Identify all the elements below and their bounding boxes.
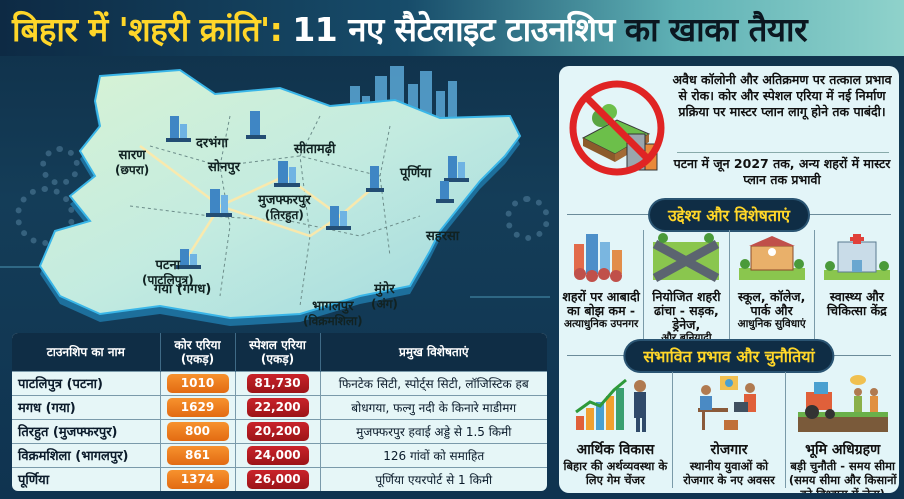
objective-item: स्कूल, कॉलेज, पार्क और आधुनिक सुविधाएं bbox=[730, 230, 815, 340]
map-label-purnia: पूर्णिया bbox=[400, 166, 432, 181]
road-intersection-icon bbox=[653, 233, 720, 282]
impact-item: आर्थिक विकास बिहार की अर्थव्यवस्था के लि… bbox=[559, 372, 673, 488]
objective-item: शहरों पर आबादी का बोझ कम - अत्याधुनिक उप… bbox=[559, 230, 645, 340]
special-area-value: 24,000 bbox=[246, 445, 309, 465]
township-table: टाउनशिप का नाम कोर एरिया (एकड़) स्पेशल एर… bbox=[12, 333, 547, 491]
township-feature: बोधगया, फल्गु नदी के किनारे माडीमग bbox=[320, 394, 547, 419]
ban-text: अवैध कॉलोनी और अतिक्रमण पर तत्काल प्रभाव… bbox=[672, 72, 892, 119]
headline-black: का खाका तैयार bbox=[624, 9, 808, 49]
township-name: तिरहुत (मुजफ्फरपुर) bbox=[12, 418, 161, 443]
gear-icon bbox=[505, 196, 550, 241]
tractor-farmers-icon bbox=[797, 375, 888, 432]
headline-white: 11 नए सैटेलाइट टाउनशिप bbox=[292, 9, 615, 49]
header-key-features: प्रमुख विशेषताएं bbox=[320, 333, 547, 371]
township-feature: फिनटेक सिटी, स्पोर्ट्स सिटी, लॉजिस्टिक ह… bbox=[320, 370, 547, 395]
header-special-area: स्पेशल एरिया (एकड़) bbox=[235, 333, 321, 371]
info-panel: अवैध कॉलोनी और अतिक्रमण पर तत्काल प्रभाव… bbox=[559, 66, 899, 493]
special-area-value: 81,730 bbox=[246, 373, 309, 393]
gear-icon bbox=[15, 186, 75, 246]
township-feature: पूर्णिया एयरपोर्ट से 1 किमी bbox=[320, 466, 547, 491]
table-row: पाटलिपुत्र (पटना) 1010 81,730 फिनटेक सिट… bbox=[12, 370, 547, 395]
township-feature: मुजफ्फरपुर हवाई अड्डे से 1.5 किमी bbox=[320, 418, 547, 443]
core-area-value: 1010 bbox=[166, 373, 229, 393]
special-area-value: 26,000 bbox=[246, 469, 309, 489]
headline: बिहार में 'शहरी क्रांति': 11 नए सैटेलाइट… bbox=[0, 0, 904, 56]
core-area-value: 800 bbox=[166, 421, 229, 441]
objectives-list: शहरों पर आबादी का बोझ कम - अत्याधुनिक उप… bbox=[559, 230, 899, 357]
map-label-saran: सारण (छपरा) bbox=[115, 148, 150, 177]
city-crowd-icon bbox=[574, 234, 623, 282]
map-label-munger: मुंगेर (अंग) bbox=[371, 282, 398, 311]
map-label-muzaffarpur: मुजफ्फरपुर (तिरहुत) bbox=[258, 193, 311, 222]
township-name: मगध (गया) bbox=[12, 394, 161, 419]
township-name: विक्रमशिला (भागलपुर) bbox=[12, 442, 161, 467]
table-row: मगध (गया) 1629 22,200 बोधगया, फल्गु नदी … bbox=[12, 394, 547, 419]
impacts-list: आर्थिक विकास बिहार की अर्थव्यवस्था के लि… bbox=[559, 372, 899, 493]
growth-chart-icon bbox=[575, 378, 647, 432]
school-icon bbox=[738, 236, 805, 280]
township-name: पूर्णिया bbox=[12, 466, 161, 491]
map-label-gaya: गया (गगध) bbox=[154, 282, 212, 297]
ban-effective-text: पटना में जून 2027 तक, अन्य शहरों में मास… bbox=[673, 156, 891, 187]
map-label-darbhanga: दरभंगा bbox=[196, 136, 229, 151]
ban-notice: अवैध कॉलोनी और अतिक्रमण पर तत्काल प्रभाव… bbox=[559, 66, 899, 198]
impact-item: भूमि अधिग्रहण बड़ी चुनौती - समय सीमा (सम… bbox=[786, 372, 899, 493]
special-area-value: 20,200 bbox=[246, 421, 309, 441]
objective-item: नियोजित शहरी ढांचा - सड़क, ड्रेनेज, और ब… bbox=[644, 230, 730, 357]
core-area-value: 1629 bbox=[166, 397, 229, 417]
map-label-bhagalpur: भागलपुर (विक्रमशिला) bbox=[303, 299, 363, 328]
map-label-sitamarhi: सीतामढ़ी bbox=[294, 142, 336, 157]
header-core-area: कोर एरिया (एकड़) bbox=[160, 333, 236, 371]
table-row: तिरहुत (मुजफ्फरपुर) 800 20,200 मुजफ्फरपु… bbox=[12, 418, 547, 443]
table-row: विक्रमशिला (भागलपुर) 861 24,000 126 गांव… bbox=[12, 442, 547, 467]
core-area-value: 861 bbox=[166, 445, 229, 465]
employment-icon bbox=[698, 376, 756, 430]
map-shape bbox=[38, 66, 522, 326]
township-markers bbox=[166, 111, 469, 269]
objective-item: स्वास्थ्य और चिकित्सा केंद्र bbox=[815, 230, 899, 340]
impact-item: रोजगार स्थानीय युवाओं को रोजगार के नए अव… bbox=[673, 372, 787, 488]
objectives-title: उद्देश्य और विशेषताएं bbox=[650, 200, 808, 230]
headline-yellow: बिहार में 'शहरी क्रांति': bbox=[12, 9, 283, 49]
township-name: पाटलिपुत्र (पटना) bbox=[12, 370, 161, 395]
hospital-icon bbox=[823, 234, 890, 280]
core-area-value: 1374 bbox=[166, 469, 229, 489]
impacts-title: संभावित प्रभाव और चुनौतियां bbox=[625, 341, 833, 371]
no-construction-icon bbox=[569, 80, 665, 176]
table-row: पूर्णिया 1374 26,000 पूर्णिया एयरपोर्ट स… bbox=[12, 466, 547, 491]
special-area-value: 22,200 bbox=[246, 397, 309, 417]
map-label-sonpur: सोनपुर bbox=[208, 160, 241, 175]
divider bbox=[677, 152, 889, 153]
gear-icon bbox=[40, 146, 80, 186]
bihar-map: सारण (छपरा) दरभंगा सोनपुर सीतामढ़ी पूर्णि… bbox=[0, 56, 558, 331]
header-township-name: टाउनशिप का नाम bbox=[12, 333, 161, 371]
map-label-saharsa: सहरसा bbox=[426, 229, 460, 244]
map-label-patna: पटना (पाटलिपुत्र) bbox=[142, 258, 194, 287]
township-feature: 126 गांवों को समाहित bbox=[320, 442, 547, 467]
